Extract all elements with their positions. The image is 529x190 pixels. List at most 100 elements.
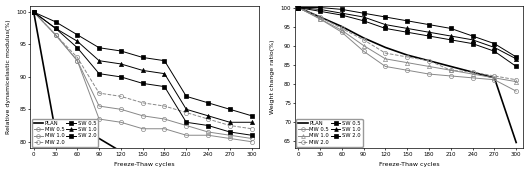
SW 1.0: [491, 46, 498, 49]
MW 0.5: [339, 31, 345, 33]
MW 0.5: [382, 65, 389, 68]
PLAN: [118, 150, 124, 153]
SW 1.0: [227, 121, 233, 124]
SW 2.0: [118, 50, 124, 52]
MW 2.0: [404, 56, 411, 58]
MW 0.5: [140, 128, 146, 130]
SW 0.5: [404, 31, 411, 33]
MW 0.5: [295, 6, 302, 9]
PLAN: [74, 134, 80, 136]
MW 1.0: [426, 65, 432, 68]
MW 1.0: [96, 105, 102, 107]
SW 0.5: [491, 50, 498, 52]
PLAN: [469, 71, 476, 73]
MW 0.5: [227, 137, 233, 140]
PLAN: [491, 77, 498, 79]
PLAN: [227, 186, 233, 188]
MW 2.0: [426, 60, 432, 62]
SW 2.0: [205, 102, 211, 104]
SW 0.5: [161, 86, 168, 88]
Line: SW 2.0: SW 2.0: [32, 10, 254, 118]
PLAN: [404, 54, 411, 56]
SW 2.0: [249, 115, 255, 117]
MW 0.5: [404, 69, 411, 71]
SW 0.5: [31, 11, 37, 13]
MW 1.0: [382, 58, 389, 60]
MW 0.5: [426, 73, 432, 75]
MW 2.0: [183, 111, 189, 114]
MW 2.0: [317, 16, 323, 18]
SW 2.0: [513, 56, 519, 58]
PLAN: [426, 60, 432, 62]
MW 2.0: [382, 52, 389, 54]
MW 0.5: [205, 134, 211, 136]
MW 1.0: [249, 137, 255, 140]
SW 2.0: [52, 21, 59, 23]
PLAN: [360, 37, 367, 39]
SW 2.0: [469, 35, 476, 37]
SW 2.0: [339, 8, 345, 11]
MW 2.0: [339, 27, 345, 30]
SW 1.0: [140, 69, 146, 72]
MW 0.5: [31, 11, 37, 13]
SW 1.0: [31, 11, 37, 13]
PLAN: [205, 170, 211, 172]
SW 0.5: [295, 6, 302, 9]
SW 0.5: [118, 76, 124, 78]
MW 1.0: [448, 69, 454, 71]
MW 2.0: [227, 124, 233, 127]
Line: PLAN: PLAN: [34, 12, 252, 190]
SW 2.0: [360, 12, 367, 14]
SW 1.0: [205, 115, 211, 117]
MW 1.0: [317, 18, 323, 20]
PLAN: [513, 141, 519, 144]
SW 0.5: [317, 10, 323, 13]
X-axis label: Freeze-Thaw cycles: Freeze-Thaw cycles: [379, 162, 439, 167]
SW 1.0: [426, 31, 432, 33]
MW 1.0: [31, 11, 37, 13]
MW 0.5: [249, 141, 255, 143]
SW 0.5: [448, 39, 454, 41]
SW 0.5: [183, 121, 189, 124]
MW 0.5: [74, 59, 80, 62]
MW 1.0: [295, 6, 302, 9]
SW 0.5: [140, 82, 146, 85]
SW 1.0: [183, 108, 189, 110]
PLAN: [161, 157, 168, 159]
SW 1.0: [52, 27, 59, 29]
MW 1.0: [404, 62, 411, 64]
MW 1.0: [339, 29, 345, 32]
SW 0.5: [513, 65, 519, 68]
Line: MW 0.5: MW 0.5: [32, 10, 254, 144]
MW 2.0: [491, 75, 498, 77]
SW 1.0: [161, 73, 168, 75]
SW 0.5: [426, 35, 432, 37]
MW 0.5: [513, 90, 519, 92]
SW 1.0: [360, 16, 367, 18]
SW 1.0: [317, 8, 323, 11]
SW 0.5: [205, 124, 211, 127]
MW 2.0: [74, 56, 80, 59]
SW 1.0: [382, 24, 389, 26]
SW 2.0: [295, 6, 302, 9]
SW 2.0: [227, 108, 233, 110]
MW 1.0: [469, 73, 476, 75]
SW 2.0: [382, 16, 389, 18]
SW 1.0: [404, 27, 411, 30]
SW 2.0: [161, 59, 168, 62]
SW 0.5: [74, 47, 80, 49]
SW 2.0: [96, 47, 102, 49]
PLAN: [52, 131, 59, 133]
SW 1.0: [96, 59, 102, 62]
SW 2.0: [74, 34, 80, 36]
SW 2.0: [404, 20, 411, 22]
Line: PLAN: PLAN: [298, 8, 516, 142]
MW 1.0: [227, 134, 233, 136]
SW 2.0: [140, 56, 146, 59]
SW 0.5: [382, 27, 389, 30]
SW 2.0: [31, 11, 37, 13]
SW 1.0: [118, 63, 124, 65]
Line: MW 1.0: MW 1.0: [296, 6, 518, 84]
Line: SW 1.0: SW 1.0: [296, 6, 518, 61]
PLAN: [448, 65, 454, 68]
